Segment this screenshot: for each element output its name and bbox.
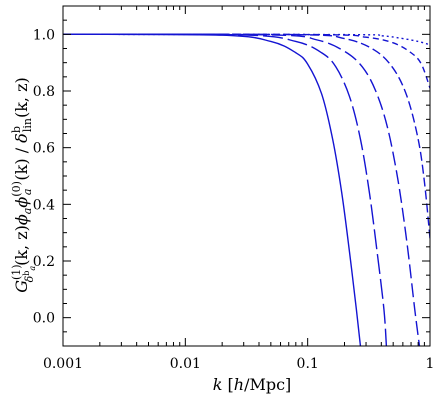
x-tick-label: 0.001 xyxy=(43,356,83,372)
plot-frame xyxy=(62,5,431,347)
x-tick-label: 1 xyxy=(426,356,435,372)
y-tick-label: 0.4 xyxy=(33,197,55,213)
tick-labels: 0.001 0.01 0.1 1 0.0 0.2 0.4 0.6 0.8 1.0 xyxy=(33,27,435,372)
ticks-layer xyxy=(62,5,431,347)
series-layer xyxy=(63,33,430,346)
series-line-dotted xyxy=(63,33,430,46)
series-line-longdash xyxy=(63,33,388,346)
y-tick-label: 0.2 xyxy=(33,254,55,270)
y-axis-label: G(1)δba(k, z)ϕaϕ(0)a(k) / δblin(k, z) xyxy=(10,77,37,293)
series-line-finedash xyxy=(63,33,430,89)
y-tick-label: 0.0 xyxy=(33,311,55,327)
series-line-shortdash xyxy=(63,33,430,239)
y-tick-label: 0.6 xyxy=(33,141,55,157)
x-tick-label: 0.01 xyxy=(170,356,201,372)
y-tick-label: 1.0 xyxy=(33,27,55,43)
series-line-solid xyxy=(63,33,362,346)
x-axis-label: k [h/Mpc] xyxy=(213,375,292,394)
series-line-dash xyxy=(63,33,421,346)
y-tick-label: 0.8 xyxy=(33,84,55,100)
x-tick-label: 0.1 xyxy=(297,356,319,372)
